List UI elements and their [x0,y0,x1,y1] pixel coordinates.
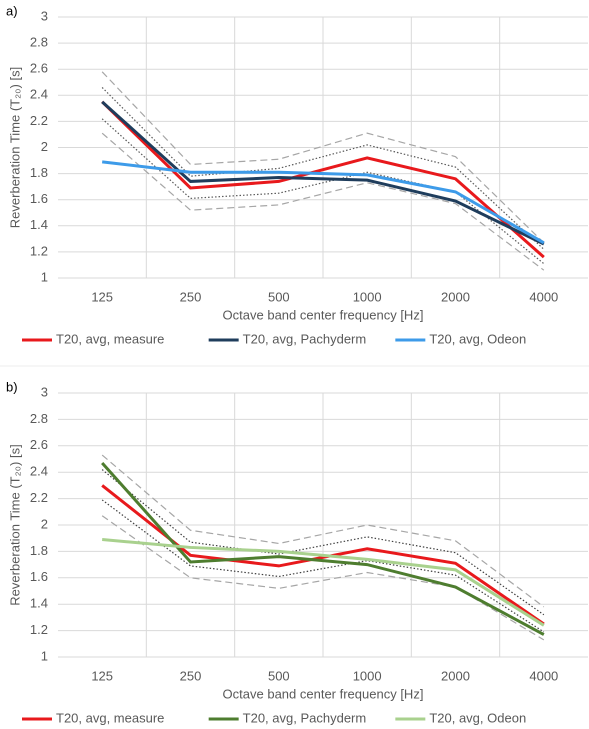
panel-label: b) [6,379,18,394]
y-tick-label: 3 [41,384,48,399]
y-tick-label: 2.6 [30,437,48,452]
x-tick-label: 1000 [353,668,382,683]
panel-label: a) [6,3,18,18]
y-tick-label: 2.4 [30,464,48,479]
y-tick-label: 2.2 [30,113,48,128]
y-axis-title: Reverberation Time (T₂₀) [s] [7,444,22,605]
x-tick-label: 250 [180,289,202,304]
y-tick-label: 1.8 [30,543,48,558]
y-tick-label: 1 [41,648,48,663]
y-tick-label: 1.4 [30,596,48,611]
series-line [101,160,545,245]
x-axis-title: Octave band center frequency [Hz] [223,686,424,701]
series-line [101,100,545,259]
y-axis-title: Reverberation Time (T₂₀) [s] [7,67,22,228]
y-tick-label: 2 [41,139,48,154]
y-tick-label: 1.6 [30,191,48,206]
x-tick-label: 4000 [529,289,558,304]
y-tick-label: 3 [41,8,48,23]
y-tick-label: 2.8 [30,35,48,50]
x-tick-label: 4000 [529,668,558,683]
series-line [101,499,545,633]
y-tick-label: 1 [41,269,48,284]
y-tick-label: 1.6 [30,569,48,584]
y-tick-label: 2.6 [30,61,48,76]
series-line [101,515,545,641]
x-tick-label: 500 [268,668,290,683]
x-axis-title: Octave band center frequency [Hz] [223,307,424,322]
legend-label: T20, avg, measure [56,710,164,725]
series-line [101,100,545,246]
legend-label: T20, avg, measure [56,331,164,346]
series-line [102,538,545,627]
y-tick-label: 1.4 [30,217,48,232]
x-tick-label: 250 [180,668,202,683]
x-tick-label: 2000 [441,289,470,304]
x-tick-label: 500 [268,289,290,304]
y-tick-label: 1.2 [30,243,48,258]
x-tick-label: 125 [91,289,113,304]
series-line [101,118,545,265]
y-tick-label: 2 [41,516,48,531]
legend-label: T20, avg, Odeon [429,331,526,346]
y-tick-label: 2.8 [30,411,48,426]
y-tick-label: 2.2 [30,490,48,505]
y-tick-label: 1.2 [30,622,48,637]
series-line [101,469,545,616]
x-tick-label: 2000 [441,668,470,683]
y-tick-label: 2.4 [30,87,48,102]
x-tick-label: 1000 [353,289,382,304]
y-tick-label: 1.8 [30,165,48,180]
legend-label: T20, avg, Pachyderm [243,331,367,346]
series-line [101,87,545,250]
x-tick-label: 125 [91,668,113,683]
legend-label: T20, avg, Pachyderm [243,710,367,725]
series-line [101,71,545,244]
legend-label: T20, avg, Odeon [429,710,526,725]
